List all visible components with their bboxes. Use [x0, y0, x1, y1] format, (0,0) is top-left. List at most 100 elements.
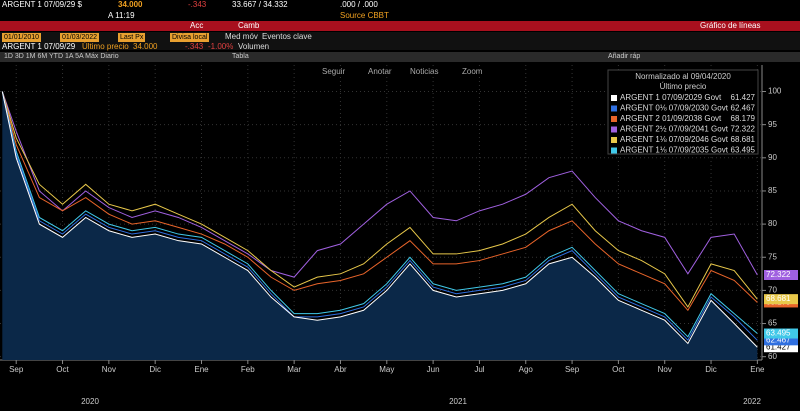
legend-subtitle: Último precio — [660, 82, 707, 91]
x-tick-label: Oct — [56, 365, 69, 374]
row-price: 34.000 — [133, 42, 158, 51]
last-value-label: 61.427 — [766, 342, 791, 351]
quote-bar — [0, 0, 800, 20]
line — [1, 91, 758, 338]
y-tick-label: 90 — [768, 153, 777, 162]
moving-average[interactable]: Med móv — [225, 32, 258, 41]
yield: .000 / .000 — [340, 0, 378, 9]
quick-add[interactable]: Añadir ráp — [608, 53, 641, 60]
last-value-label: 72.322 — [766, 270, 791, 279]
tool-button[interactable]: Zoom — [462, 67, 483, 76]
legend-label: ARGENT 2 01/09/2038 Govt — [620, 114, 722, 123]
last-value-box — [764, 294, 798, 305]
row-change: -.343 — [185, 42, 204, 51]
field[interactable]: Last Px — [118, 33, 146, 42]
chart: Seguir Anotar Noticias Zoom 60 65 70 75 80 85 90 95… — [0, 65, 798, 406]
legend-label: ARGENT 2½ 07/09/2041 Govt — [620, 125, 729, 134]
row-pct: -1.00% — [208, 42, 234, 51]
x-tick-label: Dic — [149, 365, 161, 374]
camb-menu[interactable]: Camb — [238, 21, 260, 30]
legend-value: 68.179 — [731, 114, 756, 123]
change: -.343 — [188, 0, 207, 9]
x-tick-label: Ene — [194, 365, 209, 374]
line — [1, 91, 758, 348]
x-tick-label: Sep — [565, 365, 580, 374]
last-value-label: 63.495 — [766, 329, 791, 338]
legend-label: ARGENT 0⅛ 07/09/2030 Govt — [620, 104, 729, 113]
volume[interactable]: Volumen — [238, 42, 270, 51]
x-tick-label: May — [379, 365, 394, 374]
legend-value: 68.681 — [731, 135, 756, 144]
x-tick-label: Dic — [705, 365, 717, 374]
y-tick-label: 100 — [768, 87, 782, 96]
y-tick-label: 80 — [768, 219, 777, 228]
line — [1, 91, 758, 312]
last-value-box — [764, 328, 798, 339]
x-tick-label: Ago — [519, 365, 534, 374]
last-value-label: 68.681 — [766, 294, 791, 303]
legend-value: 62.467 — [731, 104, 756, 113]
row-label: Último precio — [82, 42, 129, 51]
legend-swatch — [611, 95, 617, 101]
legend-value: 72.322 — [731, 125, 756, 134]
legend-label: ARGENT 1⅛ 07/09/2046 Govt — [620, 135, 729, 144]
year-label: 2020 — [81, 397, 99, 406]
legend-swatch — [611, 105, 617, 112]
last-value-box — [764, 342, 798, 353]
legend-swatch — [611, 116, 617, 122]
legend-label: ARGENT 1 07/09/2029 Govt — [620, 93, 722, 102]
x-tick-label: Sep — [9, 365, 24, 374]
y-tick-label: 85 — [768, 186, 777, 195]
line — [1, 91, 758, 341]
legend-title: Normalizado al 09/04/2020 — [635, 72, 731, 81]
tool-button[interactable]: Anotar — [368, 67, 392, 76]
chart-type: Gráfico de líneas — [700, 21, 761, 30]
legend-swatch — [611, 126, 617, 133]
line — [1, 91, 758, 278]
tool-button[interactable]: Noticias — [410, 67, 438, 76]
y-tick-label: 70 — [768, 286, 777, 295]
y-tick-label: 75 — [768, 252, 777, 261]
periods[interactable]: 1D 3D 1M 6M YTD 1A 5A Máx Diario — [4, 53, 119, 60]
time: A 11:19 — [108, 11, 135, 20]
legend-swatch — [611, 147, 617, 154]
period-bar — [0, 52, 800, 62]
legend-box — [607, 69, 759, 155]
start-date[interactable]: 01/01/2010 — [2, 33, 42, 42]
currency[interactable]: Divisa local — [170, 33, 210, 42]
key-events[interactable]: Eventos clave — [262, 32, 312, 41]
y-tick-label: 60 — [768, 352, 777, 361]
source: Source CBBT — [340, 11, 389, 20]
table-button[interactable]: Tabla — [232, 53, 249, 60]
legend-swatch — [611, 137, 617, 143]
year-label: 2022 — [743, 397, 761, 406]
x-tick-label: Nov — [658, 365, 672, 374]
price: 34.000 — [118, 0, 143, 9]
x-tick-label: Ene — [750, 365, 765, 374]
last-value-box — [764, 335, 798, 346]
x-tick-label: Oct — [612, 365, 625, 374]
acc-menu[interactable]: Acc — [190, 21, 204, 30]
row-ticker: ARGENT 1 07/09/29 — [2, 42, 76, 51]
end-date[interactable]: 01/03/2022 — [60, 33, 100, 42]
x-tick-label: Abr — [334, 365, 347, 374]
line — [1, 91, 758, 308]
x-tick-label: Jun — [427, 365, 440, 374]
legend-value: 63.495 — [731, 146, 756, 155]
bid-ask: 33.667 / 34.332 — [232, 0, 288, 9]
function-bar — [0, 21, 800, 31]
ticker: ARGENT 1 07/09/29 $ — [2, 0, 82, 9]
x-tick-label: Nov — [102, 365, 116, 374]
year-label: 2021 — [449, 397, 467, 406]
y-tick-label: 95 — [768, 120, 777, 129]
x-tick-label: Feb — [241, 365, 255, 374]
area — [2, 91, 758, 361]
last-value-label: 62.467 — [766, 335, 791, 344]
x-tick-label: Mar — [287, 365, 301, 374]
legend-value: 61.427 — [731, 93, 756, 102]
x-tick-label: Jul — [474, 365, 484, 374]
legend-label: ARGENT 1⅛ 07/09/2035 Govt — [620, 146, 729, 155]
tool-button[interactable]: Seguir — [322, 67, 345, 76]
last-value-box — [764, 270, 798, 281]
